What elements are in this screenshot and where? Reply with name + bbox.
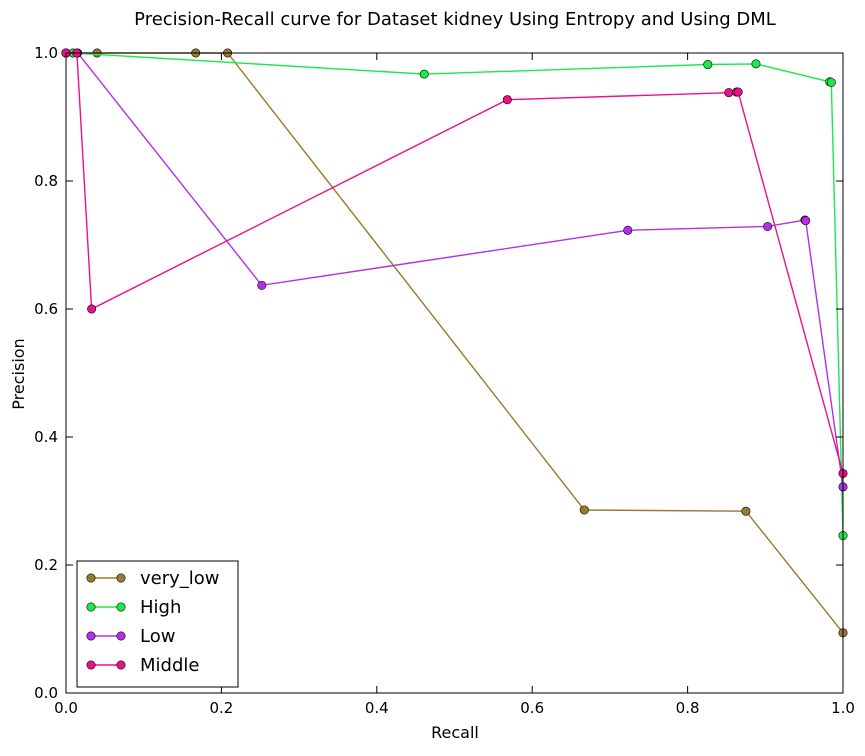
- data-point-Low-2: [257, 280, 267, 290]
- y-axis-label: Precision: [9, 338, 28, 409]
- legend-label-Middle: Middle: [140, 655, 199, 676]
- data-point-Low-4: [763, 221, 773, 231]
- data-point-very_low-5: [741, 506, 751, 516]
- x-tick-label: 0.2: [209, 699, 233, 717]
- data-point-Low-6: [801, 216, 811, 226]
- legend-marker-High: [86, 602, 96, 612]
- x-axis-label: Recall: [431, 723, 479, 742]
- legend-marker-end-Middle: [116, 660, 126, 670]
- data-point-High-6: [826, 77, 836, 87]
- legend-marker-Low: [86, 631, 96, 641]
- legend-marker-very_low: [86, 573, 96, 583]
- x-tick-label: 0.6: [520, 699, 544, 717]
- y-tick-label: 1.0: [34, 44, 58, 62]
- data-point-High-3: [703, 60, 713, 70]
- legend-marker-end-very_low: [116, 573, 126, 583]
- y-tick-label: 0.4: [34, 428, 58, 446]
- axes-frame: [65, 52, 844, 694]
- x-tick-label: 1.0: [831, 699, 855, 717]
- legend-label-High: High: [140, 597, 181, 618]
- y-tick-label: 0.2: [34, 556, 58, 574]
- axes: 0.0 0.2 0.4 0.6 0.8 1.0 0.0 0.2 0.4 0.6 0.8 1.0: [34, 44, 855, 717]
- chart-title: Precision-Recall curve for Dataset kidne…: [134, 9, 776, 30]
- legend-box: [76, 560, 239, 688]
- legend-marker-Middle: [86, 660, 96, 670]
- legend-label-Low: Low: [140, 626, 175, 647]
- legend-marker-end-High: [116, 602, 126, 612]
- legend-label-very_low: very_low: [140, 568, 220, 589]
- legend: very_low High Low Middle: [76, 560, 239, 688]
- x-tick-label: 0.4: [365, 699, 389, 717]
- x-tick-label: 0.0: [54, 699, 78, 717]
- data-point-Middle-6: [733, 87, 743, 97]
- data-point-Middle-3: [502, 95, 512, 105]
- y-tick-label: 0.6: [34, 300, 58, 318]
- data-point-Middle-2: [87, 304, 97, 314]
- data-point-Low-3: [623, 225, 633, 235]
- data-point-Middle-4: [724, 88, 734, 98]
- y-tick-label: 0.0: [34, 684, 58, 702]
- legend-marker-end-Low: [116, 631, 126, 641]
- x-tick-label: 0.8: [676, 699, 700, 717]
- data-point-very_low-4: [579, 505, 589, 515]
- y-tick-label: 0.8: [34, 172, 58, 190]
- data-point-High-2: [419, 69, 429, 79]
- data-point-High-4: [751, 59, 761, 69]
